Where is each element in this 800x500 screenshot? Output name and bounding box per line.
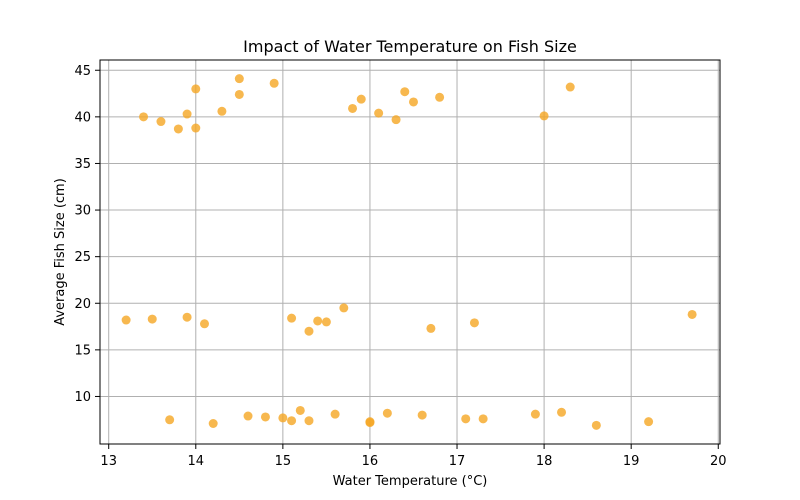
- data-point: [339, 303, 349, 313]
- data-point: [365, 417, 375, 427]
- x-tick-label: 17: [449, 454, 466, 469]
- data-point: [461, 414, 471, 424]
- data-point: [208, 418, 218, 428]
- y-tick-label: 40: [74, 110, 91, 125]
- data-point: [330, 409, 340, 419]
- data-point: [469, 318, 479, 328]
- y-tick-label: 25: [74, 250, 91, 265]
- data-point: [382, 408, 392, 418]
- x-tick-label: 19: [623, 454, 640, 469]
- data-point: [391, 115, 401, 125]
- y-tick-label: 20: [74, 297, 91, 312]
- data-point: [644, 417, 654, 427]
- data-point: [217, 106, 227, 116]
- data-point: [191, 123, 201, 133]
- data-point: [139, 112, 149, 122]
- x-tick-label: 20: [710, 454, 727, 469]
- data-points: [121, 74, 697, 430]
- data-point: [321, 317, 331, 327]
- y-tick-label: 15: [74, 343, 91, 358]
- chart-title: Impact of Water Temperature on Fish Size: [243, 37, 577, 56]
- x-tick-label: 13: [100, 454, 117, 469]
- x-tick-label: 14: [188, 454, 205, 469]
- data-point: [435, 92, 445, 102]
- data-point: [182, 109, 192, 119]
- y-tick-label: 10: [74, 390, 91, 405]
- data-point: [199, 319, 209, 329]
- data-point: [400, 87, 410, 97]
- x-tick-label: 18: [536, 454, 553, 469]
- data-point: [156, 117, 166, 127]
- data-point: [295, 405, 305, 415]
- data-point: [356, 94, 366, 104]
- grid-lines: [100, 60, 720, 444]
- data-point: [191, 84, 201, 94]
- data-point: [260, 412, 270, 422]
- y-axis-ticks: 10 15 20 25 30 35 40 45: [74, 64, 100, 405]
- x-axis-ticks: 13 14 15 16 17 18 19 20: [100, 444, 727, 469]
- y-tick-label: 35: [74, 157, 91, 172]
- data-point: [287, 416, 297, 426]
- data-point: [557, 407, 567, 417]
- data-point: [287, 313, 297, 323]
- data-point: [687, 309, 697, 319]
- data-point: [313, 316, 323, 326]
- data-point: [304, 416, 314, 426]
- data-point: [591, 420, 601, 430]
- plot-area-frame: [99, 59, 721, 445]
- data-point: [374, 108, 384, 118]
- x-tick-label: 15: [275, 454, 292, 469]
- y-tick-label: 30: [74, 204, 91, 219]
- data-point: [565, 82, 575, 92]
- x-tick-label: 16: [362, 454, 379, 469]
- data-point: [478, 414, 488, 424]
- data-point: [269, 78, 279, 88]
- data-point: [426, 323, 436, 333]
- x-axis-label: Water Temperature (°C): [333, 474, 488, 489]
- data-point: [530, 409, 540, 419]
- data-point: [182, 312, 192, 322]
- data-point: [121, 315, 131, 325]
- data-point: [147, 314, 157, 324]
- data-point: [243, 411, 253, 421]
- data-point: [234, 89, 244, 99]
- data-point: [278, 413, 288, 423]
- data-point: [173, 124, 183, 134]
- data-point: [408, 97, 418, 107]
- data-point: [539, 111, 549, 121]
- data-point: [417, 410, 427, 420]
- data-point: [348, 103, 358, 113]
- data-point: [304, 326, 314, 336]
- data-point: [165, 415, 175, 425]
- y-tick-label: 45: [74, 64, 91, 79]
- data-point: [234, 74, 244, 84]
- y-axis-label: Average Fish Size (cm): [53, 178, 68, 326]
